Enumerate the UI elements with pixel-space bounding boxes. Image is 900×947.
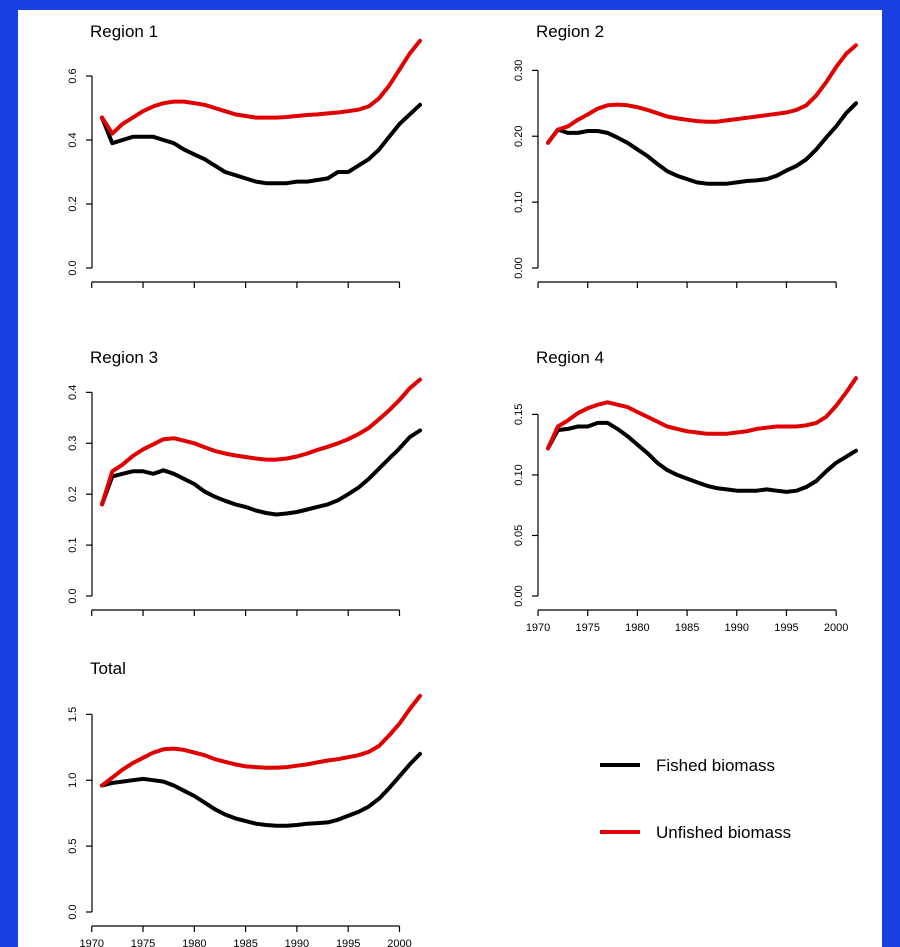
chart-title: Region 1 — [90, 22, 158, 41]
chart-panel-5: Total 0.0 0.5 1.0 1.5 1970 1975 1980 1985 1990 199… — [67, 659, 422, 947]
x-tick-label: 1990 — [285, 938, 309, 947]
y-tick-label: 0.1 — [67, 537, 79, 552]
y-tick-label: 0.0 — [67, 588, 79, 603]
series-line-fished — [546, 101, 858, 186]
y-tick-label: 1.5 — [67, 707, 79, 722]
y-tick-label: 0.00 — [513, 257, 525, 278]
chart-title: Region 3 — [90, 348, 158, 367]
chart-panel-3: Region 3 0.0 0.1 0.2 0.3 0.4 — [67, 348, 422, 616]
series-line-fished — [100, 428, 422, 517]
x-tick-label: 2000 — [824, 622, 848, 634]
x-tick-label: 1995 — [336, 938, 360, 947]
series-line-unfished — [100, 693, 422, 788]
legend: Fished biomass Unfished biomass — [600, 756, 791, 842]
y-tick-label: 0.0 — [67, 260, 79, 275]
y-tick-label: 0.2 — [67, 487, 79, 502]
x-tick-label: 1990 — [725, 622, 749, 634]
chart-panel-4: Region 4 0.00 0.05 0.10 0.15 1970 1975 1980 1985… — [513, 348, 858, 634]
x-tick-label: 1970 — [79, 938, 103, 947]
chart-panel-1: Region 1 0.0 0.2 0.4 0.6 — [67, 22, 422, 288]
y-tick-label: 1.0 — [67, 773, 79, 788]
series-line-fished — [100, 102, 422, 186]
x-tick-label: 1985 — [675, 622, 699, 634]
y-tick-label: 0.20 — [513, 126, 525, 147]
series-line-unfished — [100, 377, 422, 507]
y-tick-label: 0.4 — [67, 132, 79, 147]
legend-label-unfished: Unfished biomass — [656, 823, 791, 842]
y-tick-label: 0.10 — [513, 464, 525, 485]
x-tick-label: 1975 — [575, 622, 599, 634]
legend-label-fished: Fished biomass — [656, 756, 775, 775]
chart-title: Region 2 — [536, 22, 604, 41]
y-tick-label: 0.3 — [67, 436, 79, 451]
y-tick-label: 0.05 — [513, 525, 525, 546]
x-tick-label: 1975 — [131, 938, 155, 947]
series-line-fished — [100, 751, 422, 828]
y-tick-label: 0.30 — [513, 60, 525, 81]
y-tick-label: 0.00 — [513, 585, 525, 606]
chart-title: Region 4 — [536, 348, 604, 367]
chart-panel-2: Region 2 0.00 0.10 0.20 0.30 — [513, 22, 858, 288]
y-tick-label: 0.10 — [513, 191, 525, 212]
series-line-fished — [546, 420, 858, 494]
figure-panel: Region 1 0.0 0.2 0.4 0.6 Region 2 0.00 0.10 0.20… — [18, 10, 882, 947]
y-tick-label: 0.0 — [67, 904, 79, 919]
y-tick-label: 0.6 — [67, 68, 79, 83]
series-line-unfished — [546, 43, 858, 145]
series-line-unfished — [100, 38, 422, 136]
x-tick-label: 1980 — [625, 622, 649, 634]
x-tick-label: 1995 — [774, 622, 798, 634]
y-tick-label: 0.5 — [67, 838, 79, 853]
y-tick-label: 0.15 — [513, 404, 525, 425]
y-tick-label: 0.4 — [67, 385, 79, 400]
series-line-unfished — [546, 376, 858, 451]
chart-title: Total — [90, 659, 126, 678]
x-tick-label: 1985 — [233, 938, 257, 947]
y-tick-label: 0.2 — [67, 196, 79, 211]
x-tick-label: 1970 — [526, 622, 550, 634]
x-tick-label: 1980 — [182, 938, 206, 947]
x-tick-label: 2000 — [387, 938, 411, 947]
